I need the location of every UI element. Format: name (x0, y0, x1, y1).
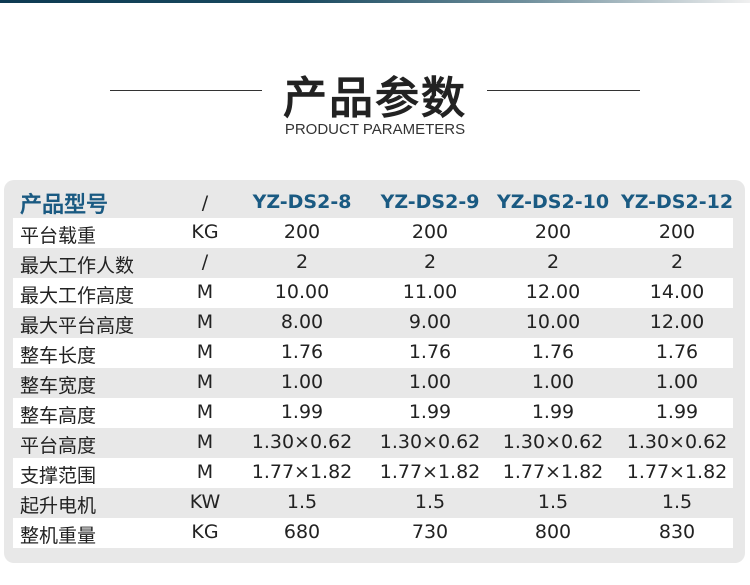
table-row: 平台载重 KG 200 200 200 200 (13, 218, 733, 248)
row-label: 整车宽度 (20, 375, 97, 397)
table-row: 整车长度 M 1.76 1.76 1.76 1.76 (13, 338, 733, 368)
row-value: 830 (658, 521, 696, 543)
row-value: 730 (411, 521, 449, 543)
table-row: 最大平台高度 M 8.00 9.00 10.00 12.00 (13, 308, 733, 338)
row-value: 1.5 (661, 491, 693, 513)
row-value: 10.00 (525, 311, 581, 333)
row-value: 1.76 (408, 341, 452, 363)
table-row: 整车宽度 M 1.00 1.00 1.00 1.00 (13, 368, 733, 398)
row-value: 1.30×0.62 (251, 431, 353, 453)
row-value: 12.00 (649, 311, 705, 333)
row-value: 1.76 (280, 341, 324, 363)
table-row: 最大工作人数 / 2 2 2 2 (13, 248, 733, 278)
table-row: 整机重量 KG 680 730 800 830 (13, 518, 733, 548)
row-value: 1.5 (414, 491, 446, 513)
row-label: 最大工作高度 (20, 285, 135, 307)
row-label: 平台高度 (20, 435, 97, 457)
row-value: 1.30×0.62 (379, 431, 481, 453)
row-value: 1.5 (537, 491, 569, 513)
row-unit: M (196, 431, 214, 453)
row-value: 200 (283, 221, 321, 243)
row-label: 整机重量 (20, 525, 97, 547)
row-unit: / (201, 251, 209, 273)
row-label: 平台载重 (20, 225, 97, 247)
row-value: 200 (534, 221, 572, 243)
row-unit: M (196, 341, 214, 363)
row-unit: M (196, 371, 214, 393)
header-model: YZ-DS2-9 (380, 191, 480, 213)
table-row: 支撑范围 M 1.77×1.82 1.77×1.82 1.77×1.82 1.77×1.8… (13, 458, 733, 488)
row-value: 1.99 (531, 401, 575, 423)
row-value: 1.5 (286, 491, 318, 513)
top-accent-bar (0, 0, 750, 3)
row-unit: KW (189, 491, 221, 513)
row-label: 起升电机 (20, 495, 97, 517)
row-value: 8.00 (280, 311, 324, 333)
row-unit: KG (191, 521, 219, 543)
row-value: 800 (534, 521, 572, 543)
table-row: 最大工作高度 M 10.00 11.00 12.00 14.00 (13, 278, 733, 308)
title-divider-left (110, 90, 262, 91)
row-value: 1.77×1.82 (251, 461, 353, 483)
row-value: 1.30×0.62 (626, 431, 728, 453)
row-unit: M (196, 461, 214, 483)
header-label: 产品型号 (20, 193, 109, 218)
row-label: 支撑范围 (20, 465, 97, 487)
row-value: 200 (658, 221, 696, 243)
row-value: 1.00 (408, 371, 452, 393)
row-value: 1.99 (408, 401, 452, 423)
row-label: 最大工作人数 (20, 255, 135, 277)
table-row: 整车高度 M 1.99 1.99 1.99 1.99 (13, 398, 733, 428)
row-value: 11.00 (402, 281, 458, 303)
row-unit: KG (191, 221, 219, 243)
row-value: 1.76 (531, 341, 575, 363)
header-model: YZ-DS2-8 (252, 191, 352, 213)
title-divider-right (487, 90, 640, 91)
row-value: 1.77×1.82 (379, 461, 481, 483)
page-title: 产品参数 (283, 73, 467, 124)
row-value: 680 (283, 521, 321, 543)
row-label: 整车高度 (20, 405, 97, 427)
row-value: 12.00 (525, 281, 581, 303)
row-value: 2 (423, 251, 437, 273)
table-row: 平台高度 M 1.30×0.62 1.30×0.62 1.30×0.62 1.30×0.6… (13, 428, 733, 458)
row-unit: M (196, 281, 214, 303)
row-value: 1.77×1.82 (502, 461, 604, 483)
row-value: 1.99 (280, 401, 324, 423)
row-value: 1.00 (655, 371, 699, 393)
table-row: 起升电机 KW 1.5 1.5 1.5 1.5 (13, 488, 733, 518)
row-value: 1.30×0.62 (502, 431, 604, 453)
row-label: 整车长度 (20, 345, 97, 367)
row-value: 1.00 (280, 371, 324, 393)
row-value: 2 (670, 251, 684, 273)
page-subtitle: PRODUCT PARAMETERS (284, 121, 466, 138)
row-value: 1.99 (655, 401, 699, 423)
row-value: 200 (411, 221, 449, 243)
row-value: 9.00 (408, 311, 452, 333)
row-value: 1.77×1.82 (626, 461, 728, 483)
row-value: 2 (295, 251, 309, 273)
row-unit: M (196, 401, 214, 423)
row-label: 最大平台高度 (20, 315, 135, 337)
header-model: YZ-DS2-10 (496, 191, 610, 213)
table-header: 产品型号 / YZ-DS2-8 YZ-DS2-9 YZ-DS2-10 YZ-DS… (13, 183, 734, 218)
row-value: 1.76 (655, 341, 699, 363)
row-value: 10.00 (274, 281, 330, 303)
header-model: YZ-DS2-12 (620, 191, 734, 213)
row-unit: M (196, 311, 214, 333)
header-unit: / (201, 192, 209, 214)
row-value: 2 (546, 251, 560, 273)
row-value: 14.00 (649, 281, 705, 303)
row-value: 1.00 (531, 371, 575, 393)
